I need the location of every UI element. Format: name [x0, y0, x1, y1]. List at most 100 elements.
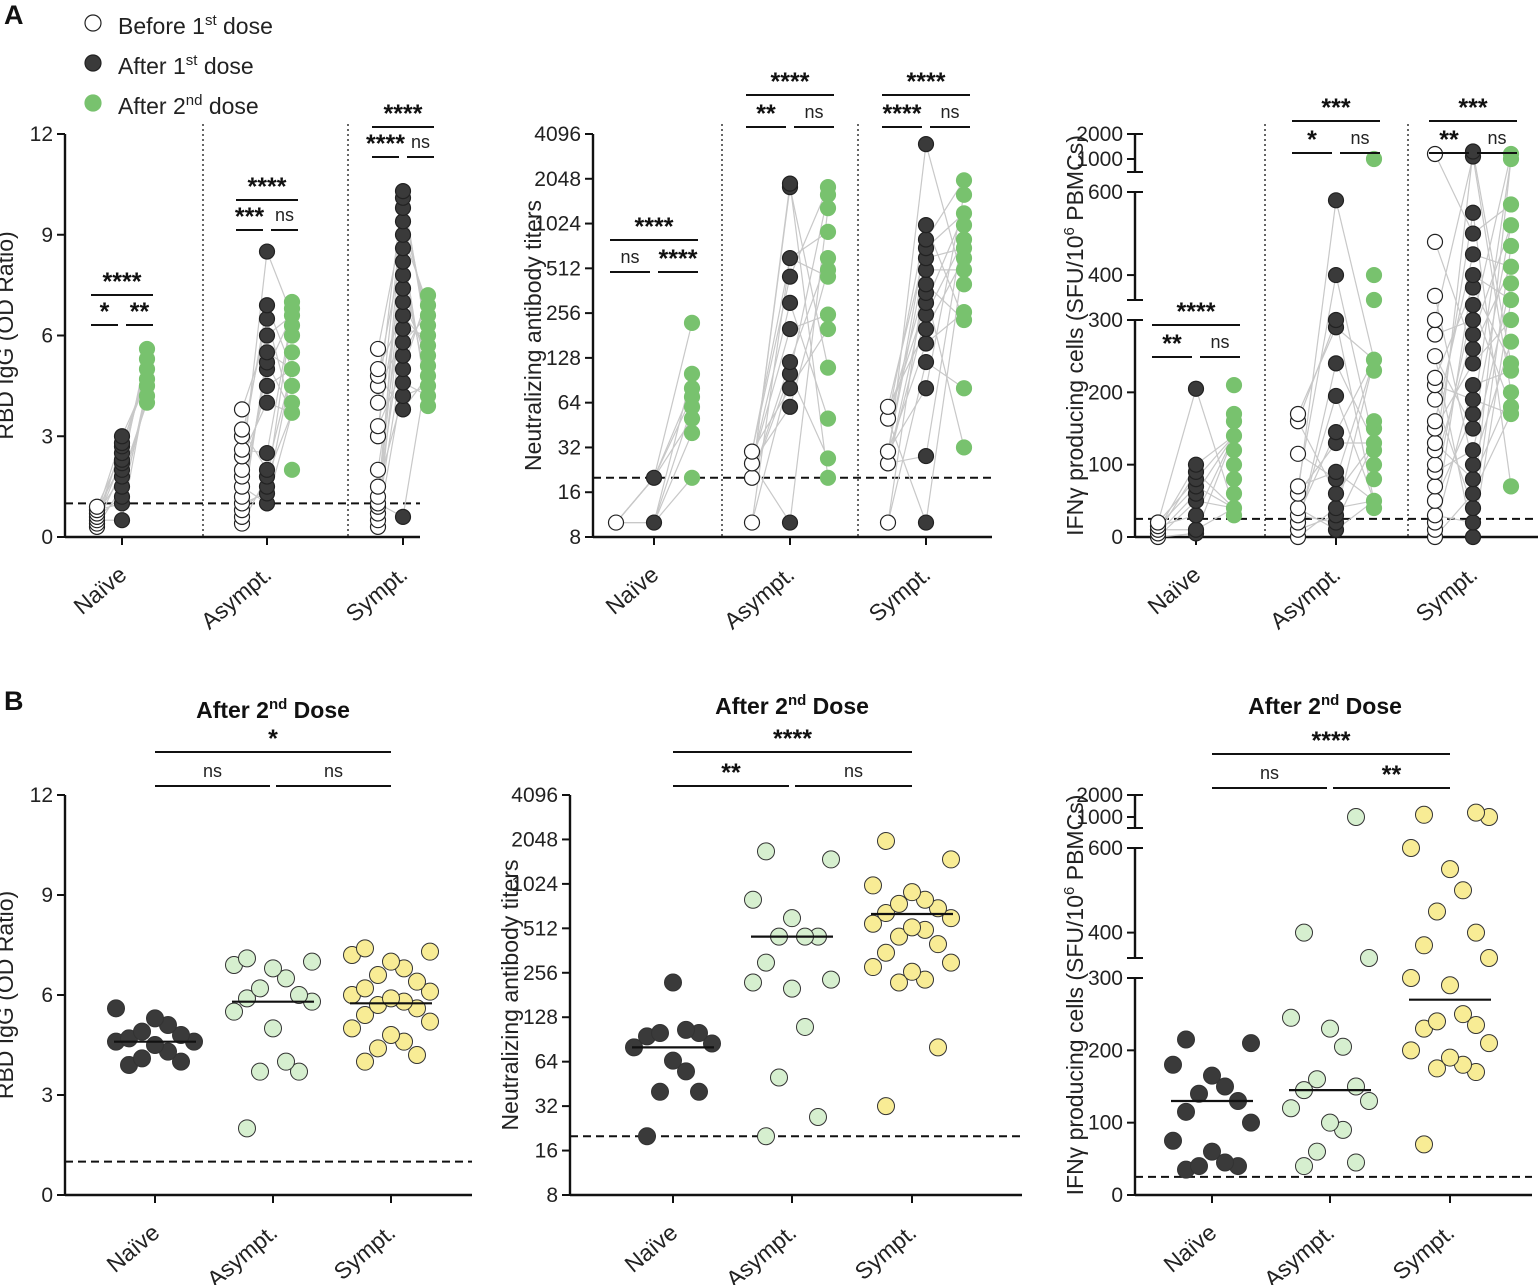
panel-a1: RBD IgG (OD Ratio) 0 3 6 9 12 Naïve Asympt. Symp…	[0, 100, 437, 634]
data-point-after1	[394, 401, 412, 418]
y-tick-label: 0	[41, 526, 53, 549]
data-point	[877, 943, 895, 962]
panel-b2: After 2nd Dose Neutralizing antibody tite…	[497, 692, 1022, 1285]
data-point-before	[743, 443, 761, 460]
data-point-after1	[1327, 311, 1345, 329]
data-point-before	[369, 478, 387, 495]
x-category-label: Sympt.	[864, 561, 936, 627]
y-tick-label: 0	[1111, 526, 1123, 549]
significance-label: ***	[235, 203, 264, 231]
data-point-after1	[917, 353, 935, 371]
panel-title: After 2nd Dose	[715, 692, 869, 719]
data-point	[408, 972, 426, 991]
significance-label: ****	[366, 130, 405, 158]
connector-line	[1335, 200, 1375, 360]
data-point-after2	[955, 439, 973, 456]
data-point-after2	[819, 320, 837, 338]
data-point-after2	[1502, 275, 1520, 292]
data-point	[770, 1068, 788, 1087]
data-point-after2	[683, 469, 701, 486]
data-point-before	[1426, 287, 1444, 304]
y-tick-label: 300	[1088, 309, 1123, 332]
y-tick-label: 1024	[511, 873, 558, 896]
data-point-before	[1426, 434, 1444, 452]
data-point-before	[1289, 499, 1307, 517]
data-point-after1	[781, 320, 799, 338]
panel-a2: Neutralizing antibody titers 8 16 32 64 128 25…	[520, 68, 992, 634]
data-point	[890, 927, 908, 946]
data-point-after2	[1365, 266, 1383, 284]
y-tick-label: 0	[1111, 1184, 1123, 1207]
connector-line	[1297, 200, 1337, 494]
data-point	[651, 1082, 669, 1101]
data-point-after2	[283, 360, 301, 378]
legend-item-before: Before 1st dose	[84, 12, 273, 39]
data-point	[264, 1019, 282, 1038]
data-point	[107, 999, 125, 1018]
data-point	[251, 1062, 269, 1081]
panel-label-b: B	[4, 686, 24, 716]
x-category-label: Asympt.	[202, 1219, 282, 1285]
data-point-before	[88, 498, 106, 515]
data-point-after2	[955, 276, 973, 293]
data-point-after2	[283, 394, 301, 411]
legend-item-after2: After 2nd dose	[84, 92, 259, 119]
x-category-label: Naïve	[101, 1219, 164, 1278]
y-tick-label: 64	[558, 392, 582, 415]
data-point	[1360, 949, 1378, 967]
data-point	[796, 1017, 814, 1036]
x-category-label: Naïve	[1158, 1219, 1221, 1278]
data-point-after2	[1502, 355, 1520, 372]
significance-label: ns	[324, 761, 343, 781]
data-point	[1360, 1091, 1378, 1110]
data-point	[356, 1052, 374, 1071]
data-point-before	[1426, 478, 1444, 495]
y-tick-label: 64	[535, 1051, 559, 1074]
data-point	[382, 952, 400, 971]
data-point	[1441, 976, 1459, 995]
data-point-after2	[819, 179, 837, 196]
data-point-before	[369, 394, 387, 411]
y-tick-label: 100	[1088, 454, 1123, 477]
data-point-after1	[917, 380, 935, 397]
data-point-after1	[917, 447, 935, 465]
y-tick-label: 3	[41, 1084, 53, 1107]
data-point	[290, 1062, 308, 1081]
data-point	[638, 1127, 656, 1146]
data-point	[1164, 1055, 1182, 1074]
data-point-after2	[1365, 434, 1383, 452]
data-point-after1	[394, 374, 412, 391]
data-point-after2	[1225, 427, 1243, 444]
data-point-after1	[1327, 424, 1345, 441]
data-point	[664, 1051, 682, 1070]
data-point-after1	[1187, 521, 1205, 538]
data-point-after1	[258, 461, 276, 478]
data-point-after2	[419, 287, 437, 304]
data-point	[890, 894, 908, 913]
data-point-after1	[781, 294, 799, 311]
x-category-label: Asympt.	[719, 561, 799, 634]
y-tick-label: 3	[41, 425, 53, 448]
data-point-after1	[917, 320, 935, 338]
data-point	[903, 883, 921, 902]
data-point-after1	[917, 514, 935, 531]
data-point-after2	[1502, 333, 1520, 350]
data-point-after1	[1464, 420, 1482, 437]
x-category-label: Naïve	[619, 1219, 682, 1278]
data-point	[929, 1038, 947, 1057]
data-point-after1	[394, 360, 412, 378]
connector-line	[1195, 388, 1235, 509]
data-point-after2	[1365, 351, 1383, 368]
data-point	[146, 1036, 164, 1054]
data-point-after2	[955, 172, 973, 189]
connector-line	[751, 257, 791, 452]
data-point-before	[1426, 456, 1444, 473]
connector-line	[615, 477, 655, 523]
y-tick-label: 200	[1088, 381, 1123, 404]
connector-line	[653, 477, 693, 523]
data-point	[1177, 1102, 1195, 1121]
data-point-after2	[1502, 217, 1520, 234]
data-point-after1	[917, 216, 935, 234]
data-point-after1	[1327, 499, 1345, 517]
data-point	[1216, 1077, 1234, 1096]
